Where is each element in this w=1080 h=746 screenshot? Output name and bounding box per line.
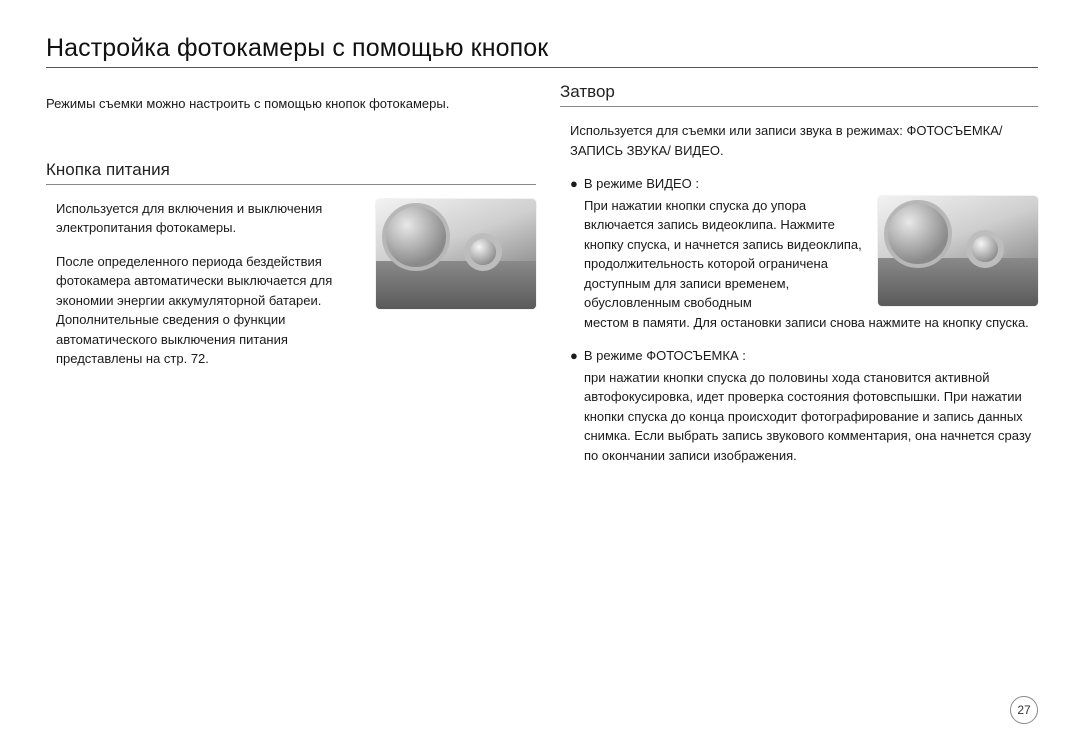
columns: Режимы съемки можно настроить с помощью … bbox=[46, 82, 1038, 479]
intro-text: Режимы съемки можно настроить с помощью … bbox=[46, 95, 536, 114]
video-text-block: При нажатии кнопки спуска до упора включ… bbox=[584, 196, 866, 313]
bullet-photo: ● В режиме ФОТОСЪЕМКА : bbox=[570, 346, 1038, 366]
photo-text: при нажатии кнопки спуска до половины хо… bbox=[570, 368, 1038, 466]
power-p2: После определенного периода бездействия … bbox=[56, 252, 364, 369]
video-text-b: местом в памяти. Для остановки записи сн… bbox=[570, 313, 1038, 333]
video-row: При нажатии кнопки спуска до упора включ… bbox=[570, 196, 1038, 313]
power-button-body: Используется для включения и выключения … bbox=[46, 199, 536, 383]
page-title: Настройка фотокамеры с помощью кнопок bbox=[46, 34, 1038, 63]
camera-dial-shape bbox=[382, 203, 450, 271]
bullet-dot-icon: ● bbox=[570, 174, 578, 194]
bullet-video-label: В режиме ВИДЕО : bbox=[584, 174, 699, 194]
power-button-row: Используется для включения и выключения … bbox=[56, 199, 536, 383]
shutter-body: Используется для съемки или записи звука… bbox=[560, 121, 1038, 465]
power-p1: Используется для включения и выключения … bbox=[56, 199, 364, 238]
left-column: Режимы съемки можно настроить с помощью … bbox=[46, 82, 536, 479]
title-rule bbox=[46, 67, 1038, 68]
camera-illustration-right bbox=[878, 196, 1038, 306]
bullet-dot-icon: ● bbox=[570, 346, 578, 366]
bullet-photo-label: В режиме ФОТОСЪЕМКА : bbox=[584, 346, 746, 366]
bullet-video: ● В режиме ВИДЕО : bbox=[570, 174, 1038, 194]
video-text-a: При нажатии кнопки спуска до упора включ… bbox=[584, 196, 866, 313]
camera-body-shape bbox=[878, 258, 1038, 306]
power-button-text: Используется для включения и выключения … bbox=[56, 199, 364, 383]
power-button-heading: Кнопка питания bbox=[46, 160, 536, 180]
camera-illustration-left bbox=[376, 199, 536, 309]
camera-button-shape bbox=[470, 239, 496, 265]
shutter-intro: Используется для съемки или записи звука… bbox=[570, 121, 1038, 160]
camera-dial-shape bbox=[884, 200, 952, 268]
shutter-rule bbox=[560, 106, 1038, 107]
page-number: 27 bbox=[1010, 696, 1038, 724]
manual-page: Настройка фотокамеры с помощью кнопок Ре… bbox=[0, 0, 1080, 746]
right-column: Затвор Используется для съемки или запис… bbox=[560, 82, 1038, 479]
camera-body-shape bbox=[376, 261, 536, 309]
shutter-heading: Затвор bbox=[560, 82, 1038, 102]
power-button-rule bbox=[46, 184, 536, 185]
camera-button-shape bbox=[972, 236, 998, 262]
